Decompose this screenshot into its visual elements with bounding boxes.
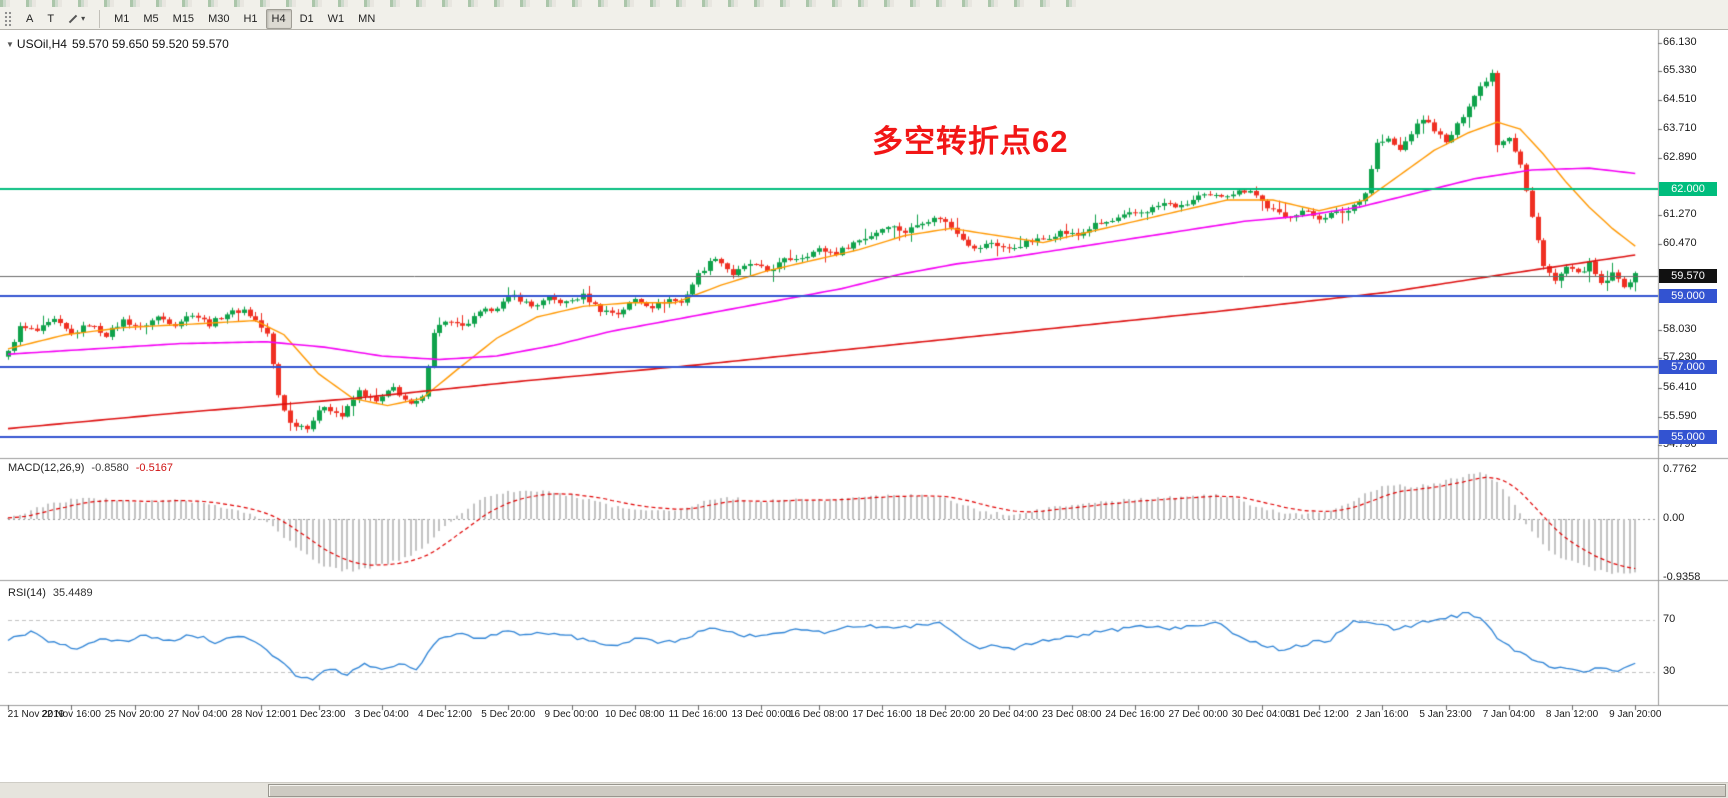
pencil-icon: [68, 14, 78, 23]
time-axis-label: 28 Nov 12:00: [231, 709, 291, 720]
time-axis-label: 2 Jan 16:00: [1356, 709, 1409, 720]
toolbar: A T ▾ M1 M5 M15 M30 H1 H4 D1 W1 MN: [0, 0, 1728, 30]
level-price-label: 57.000: [1659, 360, 1717, 374]
time-axis-label: 1 Dec 23:00: [291, 709, 346, 720]
time-axis-label: 21 Nov 2019: [7, 709, 65, 720]
price-tick-label: 58.030: [1663, 323, 1697, 335]
chevron-down-icon: ▾: [81, 14, 86, 23]
time-axis-label: 4 Dec 12:00: [418, 709, 472, 720]
text-tool-button[interactable]: A: [20, 9, 39, 29]
time-axis-label: 11 Dec 16:00: [668, 709, 728, 720]
current-price-label: 59.570: [1659, 269, 1717, 283]
rsi-level-70-label: 70: [1663, 613, 1676, 625]
collapse-triangle-icon[interactable]: ▼: [6, 40, 14, 49]
time-axis-label: 27 Dec 00:00: [1168, 709, 1229, 720]
price-tick-label: 66.130: [1663, 36, 1697, 48]
macd-scale-top-label: 0.7762: [1663, 463, 1697, 475]
timeframe-m1-button[interactable]: M1: [108, 9, 135, 29]
symbol-period-label: USOil,H4: [16, 37, 67, 51]
rsi-indicator-label: RSI(14) 35.4489: [8, 587, 93, 599]
rsi-value: 35.4489: [52, 587, 93, 599]
price-tick-label: 63.710: [1663, 122, 1697, 134]
timeframe-m15-button[interactable]: M15: [167, 9, 200, 29]
time-axis-label: 22 Nov 16:00: [41, 709, 102, 720]
time-axis-label: 9 Jan 20:00: [1609, 709, 1662, 720]
time-axis-label: 23 Dec 08:00: [1042, 709, 1102, 720]
time-axis-label: 13 Dec 00:00: [731, 709, 792, 720]
chart-canvas[interactable]: [0, 30, 1728, 798]
macd-indicator-label: MACD(12,26,9) -0.8580 -0.5167: [8, 462, 173, 474]
price-tick-label: 60.470: [1663, 237, 1697, 249]
clipped-toolbar-icons: [0, 0, 1080, 7]
time-axis-label: 18 Dec 20:00: [915, 709, 976, 720]
time-axis-label: 25 Nov 20:00: [104, 709, 165, 720]
time-axis-label: 5 Dec 20:00: [481, 709, 536, 720]
time-axis-label: 31 Dec 12:00: [1289, 709, 1349, 720]
rsi-level-30-label: 30: [1663, 665, 1676, 677]
price-tick-label: 61.270: [1663, 208, 1697, 220]
macd-name: MACD(12,26,9): [8, 462, 85, 474]
timeframe-d1-button[interactable]: D1: [294, 9, 320, 29]
price-tick-label: 65.330: [1663, 64, 1697, 76]
time-axis-label: 10 Dec 08:00: [605, 709, 665, 720]
price-tick-label: 55.590: [1663, 410, 1697, 422]
chart-area: ▼ USOil,H4 59.570 59.650 59.520 59.570 多空转…: [0, 30, 1728, 798]
level-price-label: 62.000: [1659, 182, 1717, 196]
time-axis-label: 27 Nov 04:00: [168, 709, 228, 720]
timeframe-w1-button[interactable]: W1: [322, 9, 351, 29]
timeframe-mn-button[interactable]: MN: [352, 9, 381, 29]
time-axis-label: 5 Jan 23:00: [1419, 709, 1472, 720]
toolbar-grip-icon[interactable]: [4, 10, 13, 27]
price-tick-label: 56.410: [1663, 381, 1697, 393]
timeframe-h1-button[interactable]: H1: [237, 9, 263, 29]
timeframe-m30-button[interactable]: M30: [202, 9, 235, 29]
time-axis-label: 24 Dec 16:00: [1105, 709, 1165, 720]
time-axis-label: 20 Dec 04:00: [978, 709, 1039, 720]
macd-scale-bottom-label: -0.9358: [1663, 571, 1701, 583]
macd-scale-zero-label: 0.00: [1663, 512, 1685, 524]
time-axis-label: 3 Dec 04:00: [354, 709, 409, 720]
time-axis-label: 30 Dec 04:00: [1231, 709, 1292, 720]
chart-title: ▼ USOil,H4 59.570 59.650 59.520 59.570: [6, 37, 229, 51]
macd-main-value: -0.8580: [91, 462, 129, 474]
macd-signal-value: -0.5167: [135, 462, 174, 474]
toolbar-separator: [99, 9, 101, 28]
timeframe-h4-button[interactable]: H4: [265, 8, 292, 29]
ohlc-values: 59.570 59.650 59.520 59.570: [71, 37, 229, 51]
scrollbar-thumb[interactable]: [268, 784, 1726, 797]
label-tool-button[interactable]: T: [41, 9, 60, 29]
rsi-name: RSI(14): [8, 587, 46, 599]
horizontal-scrollbar[interactable]: [0, 782, 1728, 798]
chart-toolbar-row: A T ▾ M1 M5 M15 M30 H1 H4 D1 W1 MN: [0, 8, 382, 29]
time-axis-label: 7 Jan 04:00: [1482, 709, 1535, 720]
chart-annotation-text: 多空转折点62: [872, 124, 1069, 159]
timeframe-m5-button[interactable]: M5: [137, 9, 164, 29]
time-axis-label: 8 Jan 12:00: [1545, 709, 1599, 720]
time-axis-label: 9 Dec 00:00: [544, 709, 599, 720]
price-tick-label: 64.510: [1663, 93, 1697, 105]
drawing-tools-button[interactable]: ▾: [62, 9, 91, 29]
level-price-label: 59.000: [1659, 289, 1717, 303]
price-tick-label: 62.890: [1663, 151, 1697, 163]
time-axis-label: 17 Dec 16:00: [852, 709, 912, 720]
level-price-label: 55.000: [1659, 430, 1717, 444]
time-axis-label: 16 Dec 08:00: [789, 709, 849, 720]
